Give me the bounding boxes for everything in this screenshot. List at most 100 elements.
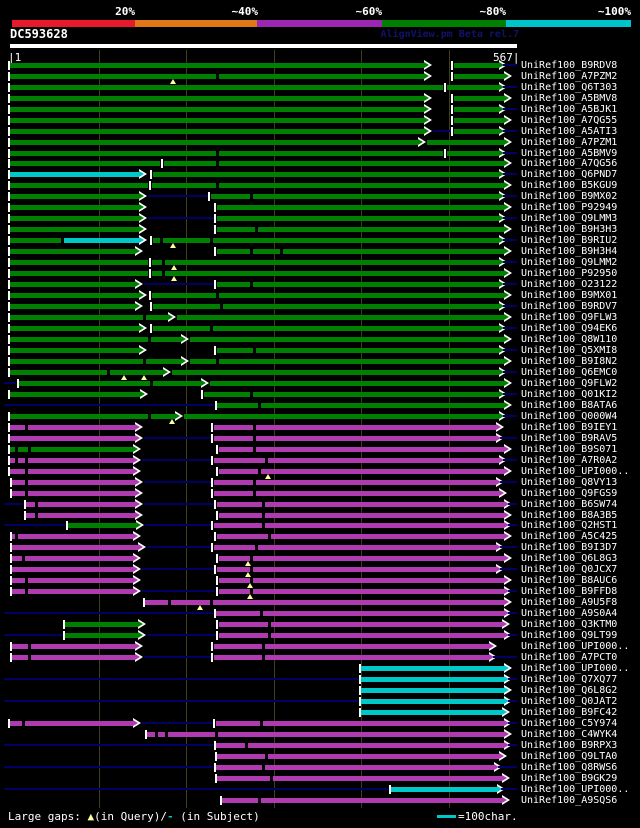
hit-label[interactable]: UniRef100_Q6PND7 [521, 169, 618, 180]
hit-label[interactable]: UniRef100_B5KGU9 [521, 180, 618, 191]
gap-notch [216, 358, 219, 364]
hit-label[interactable]: UniRef100_Q5XMI8 [521, 344, 618, 356]
hit-label[interactable]: UniRef100_Q0JCX7 [521, 564, 618, 575]
hit-label[interactable]: UniRef100_Q8RWS6 [521, 761, 618, 773]
hit-label[interactable]: UniRef100_A5ATI3 [521, 125, 618, 137]
hit-label[interactable]: UniRef100_C4WYK4 [521, 728, 618, 740]
hit-label[interactable]: UniRef100_Q9LMM2 [521, 257, 618, 268]
hit-label[interactable]: UniRef100_P92950 [521, 268, 618, 279]
hit-label[interactable]: UniRef100_A5BMV9 [521, 147, 618, 159]
segment-boundary-tick [451, 93, 453, 103]
hit-label[interactable]: UniRef100_B9MX02 [521, 191, 618, 202]
hit-label[interactable]: UniRef100_B9FFD8 [521, 586, 618, 597]
hit-label[interactable]: UniRef100_O23122 [521, 279, 618, 290]
query-title: DC593628 [10, 27, 68, 41]
hit-label[interactable]: UniRef100_B9FC42 [521, 706, 618, 718]
hit-label[interactable]: UniRef100_B9I8N2 [521, 355, 618, 367]
hit-label[interactable]: UniRef100_P92949 [521, 202, 618, 213]
hit-label[interactable]: UniRef100_B8A3B5 [521, 509, 618, 521]
hit-label[interactable]: UniRef100_A7PZM2 [521, 70, 618, 82]
hit-label[interactable]: UniRef100_Q7XQ77 [521, 674, 618, 685]
alignment-segment [10, 369, 107, 375]
hit-label[interactable]: UniRef100_Q01KI2 [521, 388, 618, 400]
alignment-segment [361, 699, 505, 704]
segment-boundary-tick [216, 554, 218, 563]
segment-boundary-tick [10, 587, 12, 596]
hit-label[interactable]: UniRef100_Q8VY13 [521, 476, 618, 488]
connector-line [148, 195, 208, 197]
hit-label[interactable]: UniRef100_B9IEY1 [521, 421, 618, 433]
segment-boundary-tick [150, 302, 152, 311]
arrowhead-icon [504, 610, 509, 616]
hit-label[interactable]: UniRef100_Q94EK6 [521, 323, 618, 334]
hit-label[interactable]: UniRef100_Q9FGS9 [521, 487, 618, 499]
hit-label[interactable]: UniRef100_A9U5F8 [521, 597, 618, 608]
hit-label[interactable]: UniRef100_Q9LMM3 [521, 213, 618, 224]
hit-label[interactable]: UniRef100_Q6L8G2 [521, 685, 618, 696]
segment-boundary-tick [214, 214, 216, 223]
hit-label[interactable]: UniRef100_Q000W4 [521, 410, 618, 422]
connector-line [503, 151, 517, 154]
segment-boundary-tick [359, 697, 361, 706]
hit-label[interactable]: UniRef100_Q9LTA0 [521, 750, 618, 762]
connector-line [4, 700, 358, 702]
hit-label[interactable]: UniRef100_A7PCT0 [521, 652, 618, 663]
hit-label[interactable]: UniRef100_B9RDV7 [521, 301, 618, 312]
alignment-segment [153, 380, 202, 386]
hit-label[interactable]: UniRef100_UPI000.. [521, 641, 630, 652]
hit-label[interactable]: UniRef100_B9RAV5 [521, 432, 618, 444]
gap-notch [262, 501, 265, 507]
hit-label[interactable]: UniRef100_B9S071 [521, 443, 618, 455]
query-gap-marker-icon [171, 276, 177, 281]
hit-label[interactable]: UniRef100_Q9LT99 [521, 630, 618, 641]
hit-label[interactable]: UniRef100_Q3KTM0 [521, 619, 618, 630]
connector-line [4, 612, 213, 614]
hit-label[interactable]: UniRef100_Q9FLW3 [521, 312, 618, 323]
arrowhead-icon [496, 544, 501, 550]
hit-label[interactable]: UniRef100_Q6L8G3 [521, 553, 618, 564]
hit-label[interactable]: UniRef100_Q0JAT2 [521, 696, 618, 707]
hit-label[interactable]: UniRef100_UPI000.. [521, 783, 630, 795]
hit-label[interactable]: UniRef100_A9S0A4 [521, 608, 618, 619]
hit-label[interactable]: UniRef100_B8ATA6 [521, 399, 618, 411]
hit-label[interactable]: UniRef100_Q6EMC0 [521, 366, 618, 378]
hit-label[interactable]: UniRef100_A9SQS6 [521, 794, 618, 806]
hit-label[interactable]: UniRef100_A7R0A2 [521, 454, 618, 466]
alignment-segment [10, 139, 419, 145]
hit-label[interactable]: UniRef100_B8AUC6 [521, 575, 618, 586]
hit-label[interactable]: UniRef100_B6SW74 [521, 498, 618, 510]
alignment-segment [216, 720, 505, 726]
subject-gap-symbol-icon: - [166, 810, 174, 823]
hit-label[interactable]: UniRef100_B9MX01 [521, 290, 618, 301]
hit-label[interactable]: UniRef100_B9RIU2 [521, 235, 618, 246]
hit-label[interactable]: UniRef100_C5Y974 [521, 717, 618, 729]
hit-label[interactable]: UniRef100_Q2HST1 [521, 520, 618, 531]
hit-label[interactable]: UniRef100_A5BJK1 [521, 103, 618, 115]
hit-label[interactable]: UniRef100_Q6T303 [521, 81, 618, 93]
hit-label[interactable]: UniRef100_B9H3H4 [521, 246, 618, 257]
arrowhead-icon [136, 522, 141, 528]
hit-label[interactable]: UniRef100_A7PZM1 [521, 136, 618, 148]
hit-label[interactable]: UniRef100_B9GK29 [521, 772, 618, 784]
hit-label[interactable]: UniRef100_Q9FLW2 [521, 377, 618, 389]
hit-label[interactable]: UniRef100_UPI000.. [521, 663, 630, 674]
segment-boundary-tick [211, 477, 213, 487]
arrowhead-icon [504, 72, 509, 79]
hit-label[interactable]: UniRef100_A5C425 [521, 531, 618, 542]
query-gap-marker-icon [247, 583, 253, 588]
arrowhead-icon [499, 61, 504, 68]
hit-label[interactable]: UniRef100_UPI000.. [521, 465, 630, 477]
hit-label[interactable]: UniRef100_B9I3D7 [521, 542, 618, 553]
hit-label[interactable]: UniRef100_B9RPX3 [521, 739, 618, 751]
segment-boundary-tick [211, 422, 213, 432]
arrowhead-icon [135, 423, 140, 430]
gap-notch [280, 249, 283, 254]
hit-label[interactable]: UniRef100_B9H3H3 [521, 224, 618, 235]
hit-label[interactable]: UniRef100_A7QG56 [521, 158, 618, 169]
hit-label[interactable]: UniRef100_B9RDV8 [521, 59, 618, 71]
hit-label[interactable]: UniRef100_A7QG55 [521, 114, 618, 126]
hit-label[interactable]: UniRef100_Q8W110 [521, 334, 618, 345]
hit-label[interactable]: UniRef100_A5BMV8 [521, 92, 618, 104]
alignment-segment [177, 315, 505, 320]
connector-line [493, 656, 517, 658]
